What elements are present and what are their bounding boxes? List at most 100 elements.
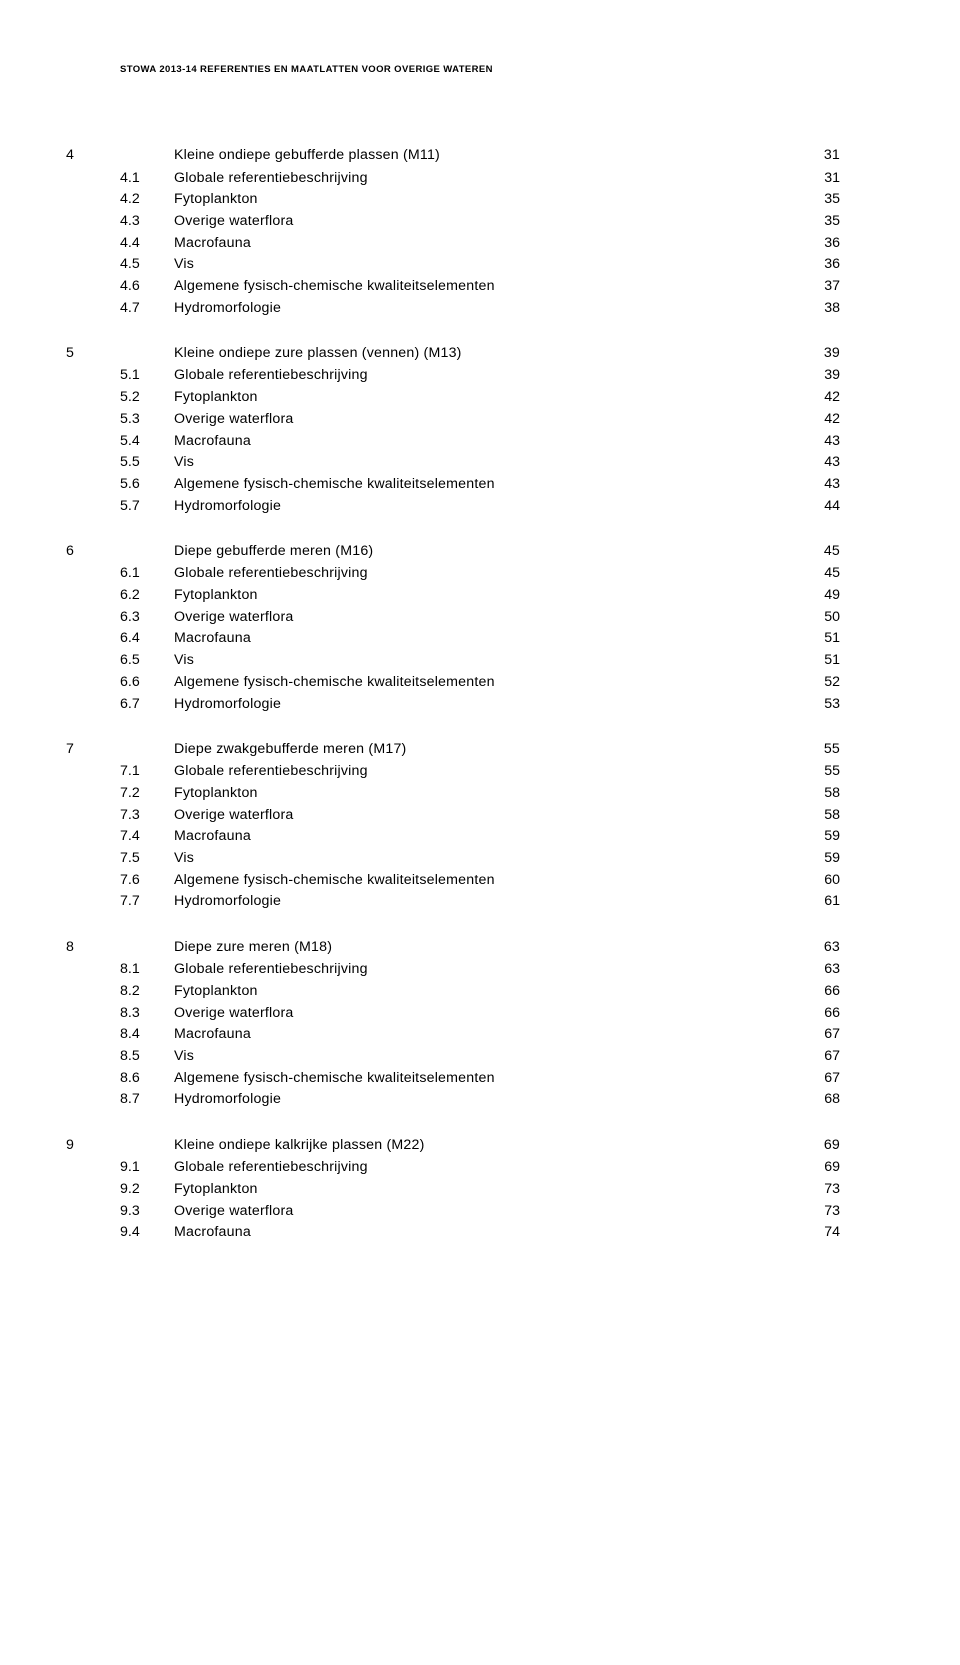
toc-item-row: 7.7Hydromorfologie61: [120, 894, 840, 908]
toc-item-row: 6.3Overige waterflora50: [120, 610, 840, 624]
toc-item-page: 42: [800, 390, 840, 404]
toc-chapter-row: 5Kleine ondiepe zure plassen (vennen) (M…: [66, 345, 840, 361]
toc-section: 7Diepe zwakgebufferde meren (M17)557.1Gl…: [120, 741, 840, 909]
toc-item-title: Fytoplankton: [174, 984, 800, 998]
toc-item-row: 4.2Fytoplankton35: [120, 192, 840, 206]
toc-item-title: Vis: [174, 653, 800, 667]
toc-section: 4Kleine ondiepe gebufferde plassen (M11)…: [120, 147, 840, 315]
toc-item-title: Globale referentiebeschrijving: [174, 764, 800, 778]
toc-item-number: 8.7: [120, 1092, 174, 1106]
toc-item-page: 31: [800, 171, 840, 185]
toc-item-page: 43: [800, 434, 840, 448]
toc-item-page: 53: [800, 697, 840, 711]
toc-item-title: Globale referentiebeschrijving: [174, 171, 800, 185]
toc-item-page: 60: [800, 873, 840, 887]
toc-item-row: 5.7Hydromorfologie44: [120, 499, 840, 513]
toc-chapter-number: 6: [66, 543, 174, 559]
toc-item-number: 5.5: [120, 455, 174, 469]
toc-item-number: 7.6: [120, 873, 174, 887]
toc-item-number: 4.5: [120, 257, 174, 271]
toc-chapter-title: Diepe zwakgebufferde meren (M17): [174, 741, 800, 757]
toc-item-number: 6.7: [120, 697, 174, 711]
toc-item-number: 6.3: [120, 610, 174, 624]
toc-item-number: 6.1: [120, 566, 174, 580]
toc-item-title: Hydromorfologie: [174, 697, 800, 711]
toc-item-number: 5.4: [120, 434, 174, 448]
toc-chapter-title: Kleine ondiepe kalkrijke plassen (M22): [174, 1137, 800, 1153]
toc-item-row: 6.2Fytoplankton49: [120, 588, 840, 602]
toc-item-page: 36: [800, 257, 840, 271]
toc-item-number: 4.6: [120, 279, 174, 293]
toc-item-title: Hydromorfologie: [174, 301, 800, 315]
toc-item-page: 68: [800, 1092, 840, 1106]
toc-item-page: 59: [800, 829, 840, 843]
toc-chapter-number: 4: [66, 147, 174, 163]
toc-item-title: Globale referentiebeschrijving: [174, 962, 800, 976]
table-of-contents: 4Kleine ondiepe gebufferde plassen (M11)…: [120, 147, 840, 1239]
toc-section: 8Diepe zure meren (M18)638.1Globale refe…: [120, 939, 840, 1107]
toc-item-number: 7.2: [120, 786, 174, 800]
toc-item-title: Overige waterflora: [174, 412, 800, 426]
toc-item-title: Overige waterflora: [174, 1204, 800, 1218]
toc-item-row: 8.3Overige waterflora66: [120, 1006, 840, 1020]
toc-item-page: 69: [800, 1160, 840, 1174]
toc-item-title: Globale referentiebeschrijving: [174, 566, 800, 580]
toc-item-title: Fytoplankton: [174, 390, 800, 404]
toc-item-number: 5.7: [120, 499, 174, 513]
toc-item-row: 6.5Vis51: [120, 653, 840, 667]
toc-item-page: 43: [800, 477, 840, 491]
toc-item-page: 35: [800, 214, 840, 228]
toc-item-row: 6.7Hydromorfologie53: [120, 697, 840, 711]
toc-item-number: 7.5: [120, 851, 174, 865]
toc-item-number: 8.3: [120, 1006, 174, 1020]
toc-chapter-title: Diepe zure meren (M18): [174, 939, 800, 955]
toc-item-row: 5.6Algemene fysisch-chemische kwaliteits…: [120, 477, 840, 491]
toc-item-page: 42: [800, 412, 840, 426]
toc-item-row: 8.6Algemene fysisch-chemische kwaliteits…: [120, 1071, 840, 1085]
toc-section: 6Diepe gebufferde meren (M16)456.1Global…: [120, 543, 840, 711]
toc-item-number: 9.1: [120, 1160, 174, 1174]
toc-chapter-row: 9Kleine ondiepe kalkrijke plassen (M22)6…: [66, 1137, 840, 1153]
toc-item-row: 7.1Globale referentiebeschrijving55: [120, 764, 840, 778]
toc-chapter-page: 31: [800, 147, 840, 163]
toc-item-page: 59: [800, 851, 840, 865]
toc-item-number: 4.2: [120, 192, 174, 206]
toc-item-title: Algemene fysisch-chemische kwaliteitsele…: [174, 873, 800, 887]
toc-item-number: 7.1: [120, 764, 174, 778]
toc-item-title: Globale referentiebeschrijving: [174, 1160, 800, 1174]
toc-item-row: 4.4Macrofauna36: [120, 236, 840, 250]
toc-item-row: 5.3Overige waterflora42: [120, 412, 840, 426]
toc-item-row: 8.5Vis67: [120, 1049, 840, 1063]
toc-item-number: 8.2: [120, 984, 174, 998]
toc-chapter-page: 69: [800, 1137, 840, 1153]
toc-item-number: 4.1: [120, 171, 174, 185]
toc-item-number: 8.1: [120, 962, 174, 976]
toc-item-row: 9.1Globale referentiebeschrijving69: [120, 1160, 840, 1174]
toc-item-row: 7.5Vis59: [120, 851, 840, 865]
toc-item-row: 6.1Globale referentiebeschrijving45: [120, 566, 840, 580]
toc-item-row: 4.1Globale referentiebeschrijving31: [120, 171, 840, 185]
toc-item-page: 73: [800, 1204, 840, 1218]
toc-item-number: 5.1: [120, 368, 174, 382]
toc-item-row: 8.1Globale referentiebeschrijving63: [120, 962, 840, 976]
toc-item-row: 9.3Overige waterflora73: [120, 1204, 840, 1218]
toc-chapter-row: 7Diepe zwakgebufferde meren (M17)55: [66, 741, 840, 757]
toc-item-title: Hydromorfologie: [174, 1092, 800, 1106]
toc-item-number: 4.4: [120, 236, 174, 250]
toc-item-row: 4.3Overige waterflora35: [120, 214, 840, 228]
toc-item-page: 67: [800, 1027, 840, 1041]
toc-item-title: Hydromorfologie: [174, 499, 800, 513]
toc-item-row: 6.6Algemene fysisch-chemische kwaliteits…: [120, 675, 840, 689]
toc-item-page: 43: [800, 455, 840, 469]
toc-item-title: Macrofauna: [174, 631, 800, 645]
toc-item-page: 73: [800, 1182, 840, 1196]
toc-item-number: 9.3: [120, 1204, 174, 1218]
toc-item-title: Algemene fysisch-chemische kwaliteitsele…: [174, 1071, 800, 1085]
document-page: STOWA 2013-14 REFERENTIES EN MAATLATTEN …: [0, 0, 960, 1665]
toc-item-page: 74: [800, 1225, 840, 1239]
toc-item-row: 8.2Fytoplankton66: [120, 984, 840, 998]
toc-item-title: Fytoplankton: [174, 1182, 800, 1196]
toc-item-number: 5.3: [120, 412, 174, 426]
toc-item-page: 38: [800, 301, 840, 315]
toc-item-title: Algemene fysisch-chemische kwaliteitsele…: [174, 477, 800, 491]
